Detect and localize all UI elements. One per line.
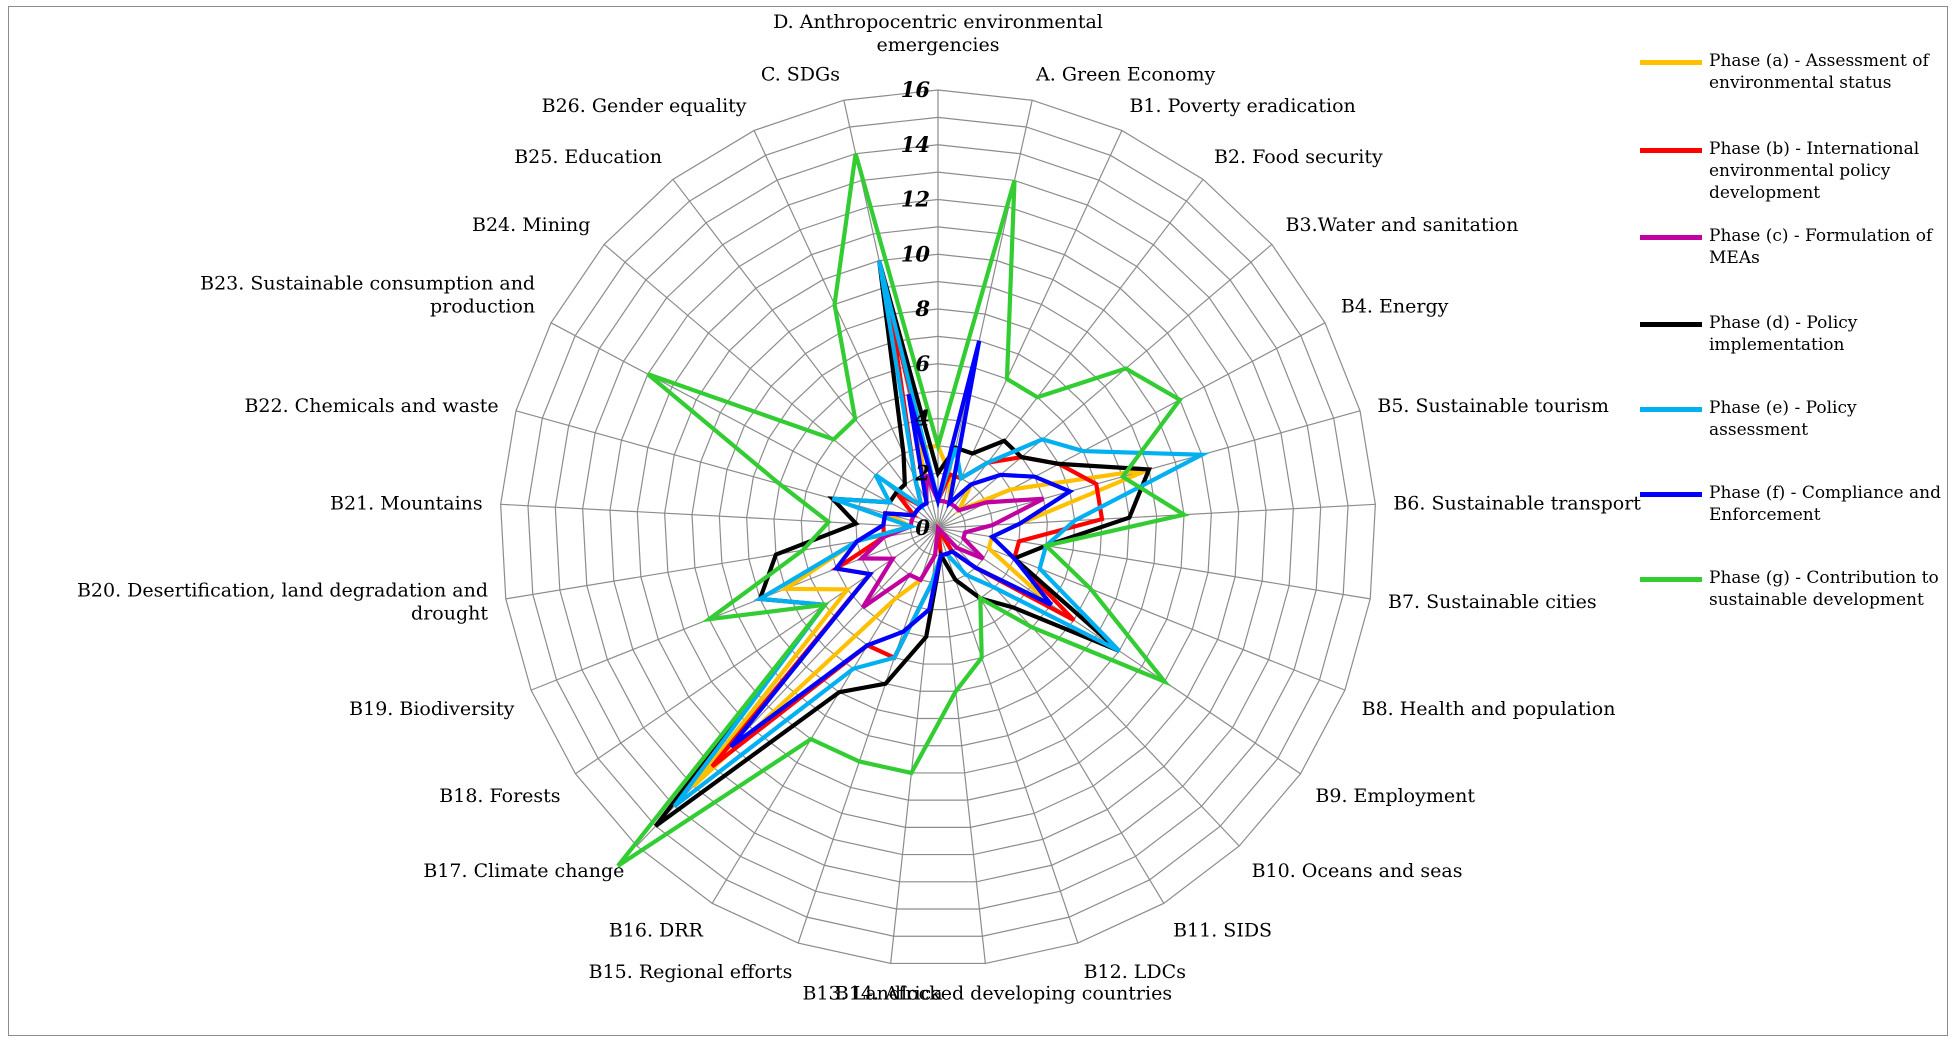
tick-label: 6 [915, 351, 930, 376]
grid-ring [582, 171, 1294, 883]
category-label: C. SDGs [761, 64, 840, 86]
legend-swatch [1640, 407, 1702, 412]
series-line-f [729, 340, 1075, 749]
category-label: B13. Landlocked developing countries [802, 982, 1172, 1004]
tick-label: 4 [915, 406, 930, 431]
tick-label: 12 [901, 187, 930, 212]
grid-ring [828, 417, 1048, 638]
tick-label: 8 [914, 296, 930, 321]
grid-spoke [937, 527, 1165, 904]
grid-spoke [937, 130, 1123, 529]
grid-spoke [672, 178, 939, 529]
grid-ring [554, 144, 1322, 910]
grid-spoke [500, 503, 939, 529]
category-label: B16. DRR [609, 920, 704, 942]
grid-spoke [797, 527, 939, 944]
category-label: B11. SIDS [1173, 920, 1272, 942]
grid-ring [746, 335, 1130, 720]
legend-label: Phase (b) - International environmental … [1709, 139, 1920, 203]
category-label: B21. Mountains [330, 492, 483, 514]
grid-spoke [550, 322, 939, 529]
legend-swatch [1640, 577, 1702, 582]
category-label: B23. Sustainable consumption and producti… [200, 272, 535, 317]
chart-frame [8, 6, 1948, 1036]
grid-ring [773, 363, 1103, 692]
grid-spoke [937, 527, 1346, 691]
tick-label: 14 [901, 132, 930, 157]
legend-swatch [1640, 148, 1702, 153]
grid-spoke [753, 130, 939, 529]
category-label: B2. Food security [1214, 146, 1383, 168]
grid-spoke [937, 527, 1371, 600]
radar-series [616, 153, 1210, 868]
grid-ring [609, 198, 1267, 856]
grid-spoke [515, 410, 939, 529]
category-label: B22. Chemicals and waste [244, 395, 498, 417]
grid-ring [691, 281, 1185, 774]
category-label: B7. Sustainable cities [1388, 591, 1597, 613]
grid-spoke [636, 527, 939, 847]
grid-ring [800, 390, 1076, 665]
legend-label: Phase (c) - Formulation of MEAs [1709, 226, 1933, 268]
grid-ring [500, 89, 1376, 965]
legend-swatch [1640, 492, 1702, 497]
category-label: B18. Forests [439, 785, 560, 807]
tick-label: 10 [901, 241, 931, 266]
legend-swatch [1640, 235, 1702, 240]
category-label: B1. Poverty eradication [1129, 95, 1355, 117]
grid-spoke [937, 527, 1079, 944]
tick-label: 2 [914, 460, 930, 485]
grid-ring [718, 308, 1158, 747]
category-label: B8. Health and population [1362, 698, 1616, 720]
category-labels: D. Anthropocentric environmental emergenc… [77, 11, 1641, 1004]
radial-tick-labels: 0 2 4 6 8 10 12 14 16 [901, 77, 931, 540]
grid-spoke [530, 527, 939, 691]
grid-spoke [937, 243, 1273, 529]
category-label: B15. Regional efforts [589, 961, 793, 983]
grid-spoke [711, 527, 939, 904]
grid-spoke [937, 527, 1240, 847]
series-line-g [616, 153, 1190, 868]
grid-ring [855, 445, 1021, 611]
category-label: B3.Water and sanitation [1286, 214, 1519, 236]
tick-label: 0 [915, 515, 930, 540]
legend-label: Phase (d) - Policy implementation [1709, 313, 1858, 355]
category-label: B12. LDCs [1084, 961, 1186, 983]
grid-spoke [937, 178, 1204, 529]
grid-spoke [937, 503, 1376, 529]
grid-ring [527, 116, 1349, 937]
category-label: B26. Gender equality [542, 95, 747, 117]
legend-label: Phase (a) - Assessment of environmental … [1709, 51, 1929, 93]
category-label: B5. Sustainable tourism [1377, 395, 1609, 417]
legend-label: Phase (f) - Compliance and Enforcement [1709, 483, 1941, 525]
legend-swatch [1640, 322, 1702, 327]
legend-label: Phase (g) - Contribution to sustainable … [1709, 568, 1939, 610]
tick-label: 16 [901, 77, 931, 102]
category-label: B25. Education [514, 146, 662, 168]
legend-swatch [1640, 60, 1702, 65]
category-label: B4. Energy [1341, 295, 1449, 317]
category-label: B6. Sustainable transport [1393, 492, 1641, 514]
grid-spoke [937, 527, 986, 964]
category-label: B19. Biodiversity [349, 698, 514, 720]
category-label: B20. Desertification, land degradation a… [77, 579, 488, 624]
legend-label: Phase (e) - Policy assessment [1709, 398, 1857, 440]
category-label: B9. Employment [1315, 785, 1475, 807]
category-label: B17. Climate change [423, 860, 624, 882]
grid-ring [636, 226, 1240, 828]
category-label: D. Anthropocentric environmental emergenc… [773, 11, 1103, 56]
category-label: B10. Oceans and seas [1252, 860, 1463, 882]
category-label: B24. Mining [472, 214, 590, 236]
category-label: B14. Africa [835, 982, 943, 1004]
category-label: A. Green Economy [1035, 64, 1215, 86]
grid-spoke [575, 527, 939, 775]
